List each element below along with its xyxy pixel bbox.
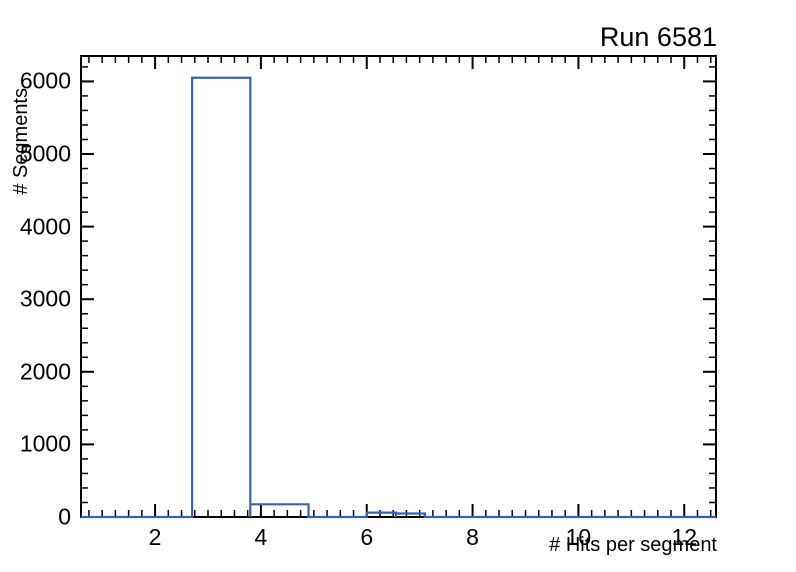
histogram-curve [81,76,716,519]
x-axis-title: # Hits per segment [549,534,717,556]
y-tick-label: 4000 [19,213,71,240]
x-tick-label: 4 [254,524,268,550]
plot-frame [80,55,717,518]
y-tick-label: 2000 [19,358,71,385]
y-axis-title: # Segments [10,88,32,195]
x-tick-label: 6 [360,524,374,550]
y-tick-label: 1000 [19,430,71,457]
x-tick-label: 12 [671,524,698,550]
x-tick-label: 10 [565,524,592,550]
x-tick-label: 2 [148,524,162,550]
x-tick-label: 8 [466,524,479,550]
axis-ticks [81,56,716,518]
y-tick-label: 3000 [19,285,71,312]
y-tick-label: 5000 [19,140,71,167]
y-tick-label: 0 [58,503,71,530]
y-tick-label: 6000 [19,67,71,94]
chart-title: Run 6581 [599,22,717,52]
